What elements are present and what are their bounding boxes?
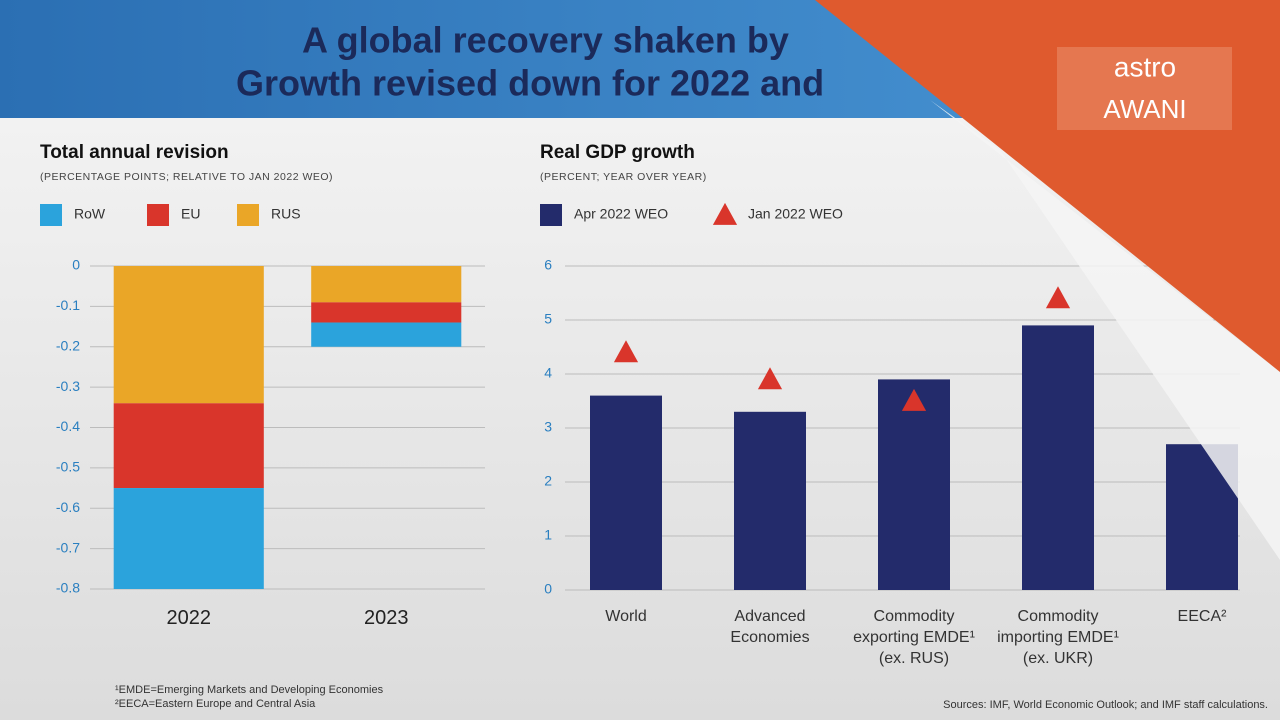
legend-label: EU bbox=[181, 206, 200, 222]
bar-segment bbox=[113, 266, 264, 404]
bar bbox=[734, 411, 806, 590]
banner-title: A global recovery shaken by bbox=[302, 20, 789, 61]
y-tick-label: 3 bbox=[544, 419, 552, 435]
legend-swatch bbox=[40, 204, 62, 226]
y-tick-label: 2 bbox=[544, 473, 552, 489]
chart-subtitle: (PERCENT; YEAR OVER YEAR) bbox=[540, 171, 707, 183]
legend-swatch bbox=[540, 204, 562, 226]
legend-label: RUS bbox=[271, 206, 301, 222]
bar-segment bbox=[311, 266, 462, 303]
y-tick-label: -0.7 bbox=[56, 539, 80, 555]
x-tick-label: World bbox=[605, 608, 647, 625]
logo-text: AWANI bbox=[1103, 94, 1186, 124]
y-tick-label: 6 bbox=[544, 257, 552, 273]
y-tick-label: -0.3 bbox=[56, 378, 80, 394]
chart-title: Total annual revision bbox=[40, 142, 229, 163]
legend-label: RoW bbox=[74, 206, 106, 222]
y-tick-label: 5 bbox=[544, 311, 552, 327]
marker bbox=[901, 388, 927, 411]
bar bbox=[1022, 325, 1094, 590]
bar-segment bbox=[113, 488, 264, 589]
footnote: ¹EMDE=Emerging Markets and Developing Ec… bbox=[115, 684, 384, 696]
legend-swatch bbox=[237, 204, 259, 226]
x-tick-label: 2022 bbox=[166, 607, 212, 629]
y-tick-label: -0.1 bbox=[56, 297, 80, 313]
bar-segment bbox=[311, 302, 462, 323]
bar-segment bbox=[311, 322, 462, 347]
marker bbox=[613, 340, 639, 363]
x-tick-label: Commodity importing EMDE¹ (ex. UKR) bbox=[997, 608, 1119, 667]
x-tick-label: 2023 bbox=[364, 607, 409, 629]
y-tick-label: -0.8 bbox=[56, 580, 80, 596]
marker bbox=[1045, 286, 1071, 309]
bar-segment bbox=[113, 403, 264, 489]
y-tick-label: -0.2 bbox=[56, 337, 80, 353]
logo-text: astro bbox=[1114, 51, 1176, 82]
legend-label: Jan 2022 WEO bbox=[748, 206, 843, 222]
x-tick-label: Advanced Economies bbox=[730, 608, 810, 646]
logo-box bbox=[1057, 47, 1232, 130]
chart-title: Real GDP growth bbox=[540, 142, 695, 163]
legend-marker bbox=[712, 202, 738, 225]
overlay-band bbox=[930, 100, 1280, 560]
y-tick-label: -0.5 bbox=[56, 459, 80, 475]
footnote: ²EECA=Eastern Europe and Central Asia bbox=[115, 698, 316, 710]
y-tick-label: 0 bbox=[72, 257, 80, 273]
y-tick-label: -0.4 bbox=[56, 418, 80, 434]
y-tick-label: 0 bbox=[544, 581, 552, 597]
x-tick-label: Commodity exporting EMDE¹ (ex. RUS) bbox=[853, 608, 975, 667]
banner-title: Growth revised down for 2022 and bbox=[236, 63, 824, 104]
source: Sources: IMF, World Economic Outlook; an… bbox=[943, 699, 1268, 711]
legend-label: Apr 2022 WEO bbox=[574, 206, 668, 222]
y-tick-label: -0.6 bbox=[56, 499, 80, 515]
marker bbox=[757, 367, 783, 390]
legend-swatch bbox=[147, 204, 169, 226]
x-tick-label: EECA² bbox=[1177, 608, 1227, 625]
bar bbox=[878, 379, 950, 590]
y-tick-label: 4 bbox=[544, 365, 552, 381]
y-tick-label: 1 bbox=[544, 527, 552, 543]
bar bbox=[590, 395, 662, 590]
chart-subtitle: (PERCENTAGE POINTS; RELATIVE TO JAN 2022… bbox=[40, 171, 333, 183]
